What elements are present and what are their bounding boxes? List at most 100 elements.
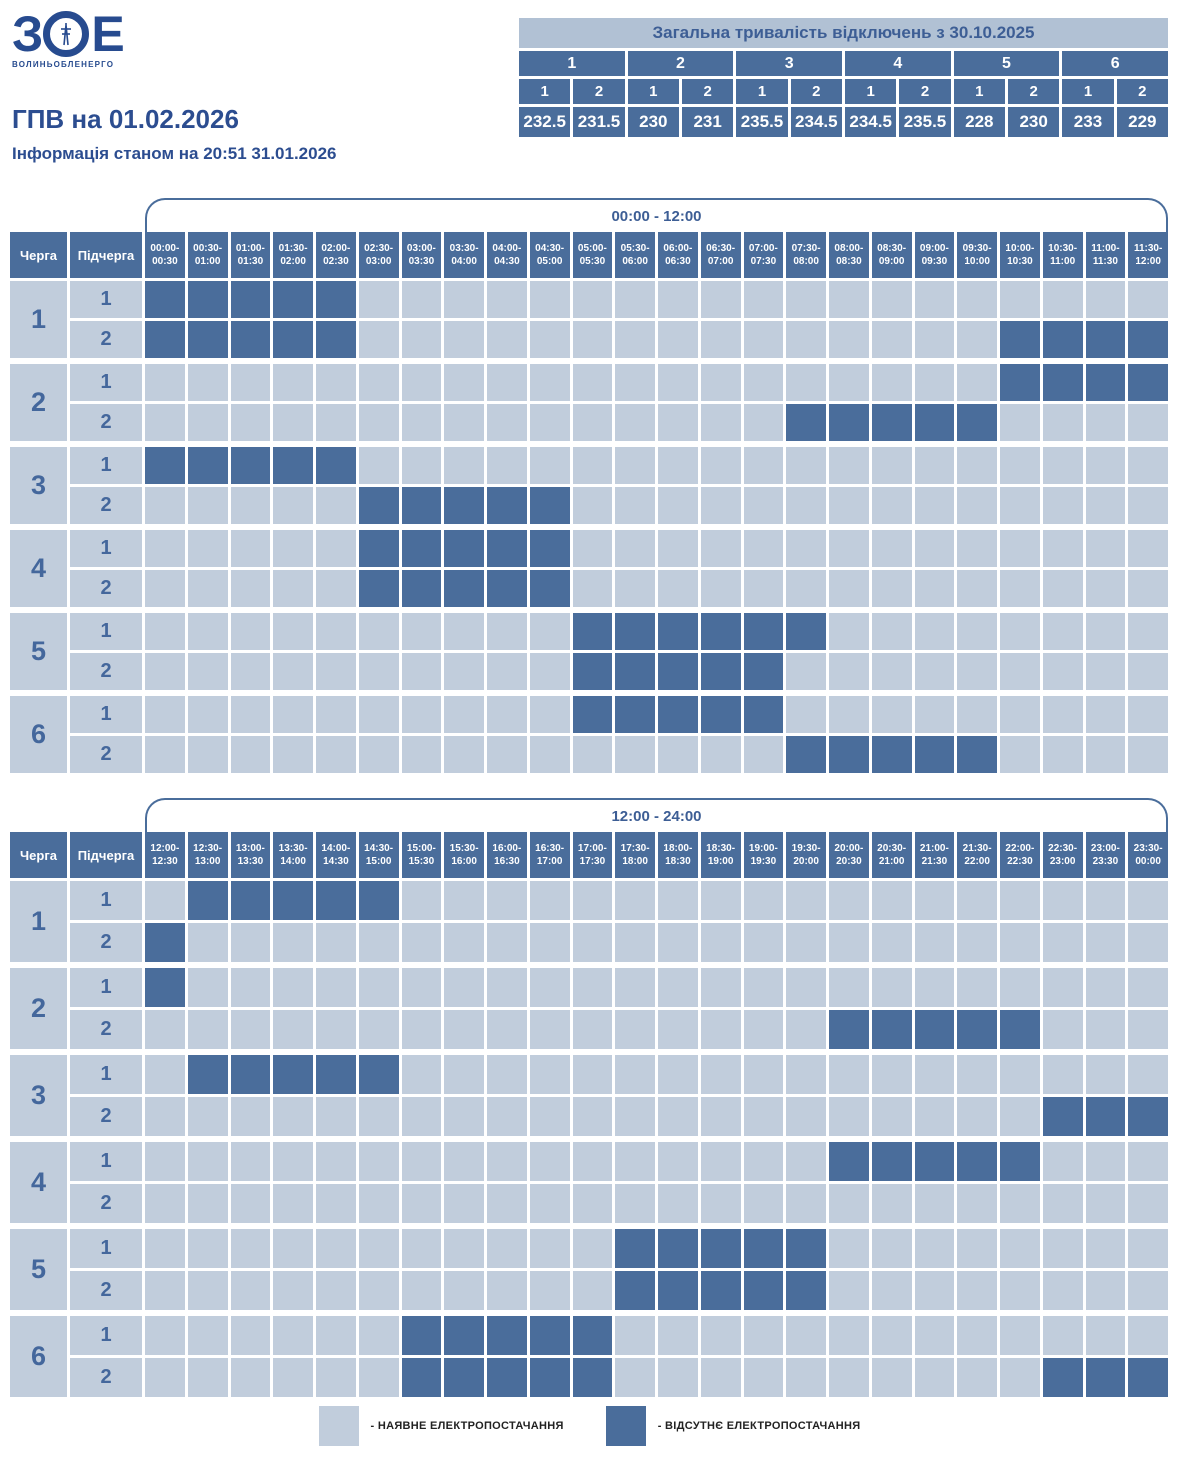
slot-cell-available: [444, 653, 484, 690]
slot-cell-available: [700, 447, 741, 484]
slot-cell-outage: [786, 1229, 826, 1268]
slot-cell-outage: [743, 696, 784, 733]
time-line: 10:30-: [1048, 243, 1078, 254]
time-line: 14:00-: [321, 843, 351, 854]
slot-cell-outage: [1085, 364, 1126, 401]
slot-cell-available: [615, 1010, 655, 1049]
slot-cell-available: [401, 696, 442, 733]
slot-cell-available: [700, 1184, 741, 1223]
slot-cell-available: [358, 736, 399, 773]
summary-table-grid: 1 2 3 4 5 6 1 2 1 2 1 2 1 2 1 2 1 2 232.5 231.5 230 231 235.5 2…: [519, 51, 1168, 137]
slot-cell-outage: [487, 487, 527, 524]
time-line: 11:30-: [1133, 243, 1163, 254]
slot-cell-available: [572, 364, 613, 401]
slot-cell-available: [871, 1358, 912, 1397]
slot-cell-outage: [358, 570, 399, 607]
time-line: 09:00: [878, 256, 905, 267]
slot-cell-outage: [1000, 1142, 1040, 1181]
slot-cell-available: [1128, 613, 1168, 650]
slot-cell-available: [401, 1097, 442, 1136]
slot-cell-available: [786, 364, 826, 401]
slot-cell-available: [1000, 1229, 1040, 1268]
subqueue-number-cell: 1: [70, 696, 142, 733]
slot-cell-available: [1128, 653, 1168, 690]
time-line: 07:30-: [791, 243, 821, 254]
logo-caption: ВОЛИНЬОБЛЕНЕРГО: [12, 60, 115, 69]
queue-number-cell: 5: [10, 613, 67, 690]
schedule-header-row: Черга Підчерга 00:00- 00:30 00:30- 01:00 01:00…: [10, 232, 1168, 278]
slot-cell-available: [1000, 696, 1040, 733]
slot-cell-available: [658, 281, 698, 318]
slot-cell-available: [700, 530, 741, 567]
slot-cell-available: [316, 487, 356, 524]
subqueue-number-cell: 1: [70, 447, 142, 484]
slot-cell-available: [187, 570, 228, 607]
summary-value-cell: 235.5: [736, 107, 788, 137]
slot-cell-available: [358, 1010, 399, 1049]
slot-cell-available: [871, 1316, 912, 1355]
time-line: 07:00: [707, 256, 734, 267]
slot-cell-outage: [529, 570, 570, 607]
slot-cell-available: [743, 968, 784, 1007]
slot-cell-available: [829, 364, 869, 401]
slot-cell-outage: [316, 281, 356, 318]
slot-cell-available: [957, 613, 997, 650]
logo-letter-e: Е: [91, 6, 124, 62]
slot-cell-available: [743, 881, 784, 920]
slot-cell-outage: [700, 1229, 741, 1268]
slot-cell-available: [316, 364, 356, 401]
slot-cell-available: [786, 923, 826, 962]
time-header-cell: 07:30- 08:00: [786, 232, 826, 278]
slot-cell-available: [914, 530, 955, 567]
slot-cell-available: [487, 364, 527, 401]
summary-subgroup-cell: 2: [790, 79, 842, 104]
time-line: 19:30-: [791, 843, 821, 854]
slot-cell-available: [1128, 1271, 1168, 1310]
slot-cell-outage: [615, 1271, 655, 1310]
slot-cell-available: [572, 530, 613, 567]
time-line: 21:00-: [919, 843, 949, 854]
slot-cell-available: [871, 968, 912, 1007]
slot-cell-outage: [145, 923, 185, 962]
slot-cell-available: [1085, 1010, 1126, 1049]
slot-cell-available: [529, 1271, 570, 1310]
slot-cell-available: [187, 364, 228, 401]
slot-cell-available: [615, 1316, 655, 1355]
slot-cell-available: [786, 653, 826, 690]
slot-cell-available: [743, 281, 784, 318]
slot-cell-available: [957, 923, 997, 962]
slot-cell-available: [572, 968, 613, 1007]
slot-cell-available: [1085, 613, 1126, 650]
slot-cell-available: [658, 736, 698, 773]
slot-cell-available: [487, 1271, 527, 1310]
slot-cell-available: [914, 321, 955, 358]
slot-cell-outage: [1000, 364, 1040, 401]
slot-cell-available: [1128, 447, 1168, 484]
slot-cell-available: [529, 653, 570, 690]
slot-cell-outage: [658, 696, 698, 733]
slot-cell-available: [1042, 881, 1083, 920]
slot-cell-outage: [743, 653, 784, 690]
slot-cell-available: [529, 281, 570, 318]
slot-cell-available: [1000, 613, 1040, 650]
slot-cell-available: [700, 364, 741, 401]
slot-cell-available: [700, 1010, 741, 1049]
slot-cell-available: [1085, 570, 1126, 607]
slot-cell-outage: [700, 653, 741, 690]
slot-cell-outage: [273, 447, 313, 484]
slot-cell-available: [1000, 1316, 1040, 1355]
time-line: 12:30-: [193, 843, 223, 854]
slot-cell-available: [145, 736, 185, 773]
slot-cell-available: [316, 613, 356, 650]
slot-cell-available: [401, 1055, 442, 1094]
slot-cell-available: [658, 321, 698, 358]
slot-cell-available: [871, 281, 912, 318]
slot-cell-outage: [1085, 321, 1126, 358]
subqueue-number-cell: 2: [70, 923, 142, 962]
slot-cell-outage: [1128, 1358, 1168, 1397]
slot-cell-available: [957, 364, 997, 401]
slot-cell-available: [829, 1229, 869, 1268]
slot-cell-outage: [358, 530, 399, 567]
slot-cell-available: [230, 1229, 271, 1268]
